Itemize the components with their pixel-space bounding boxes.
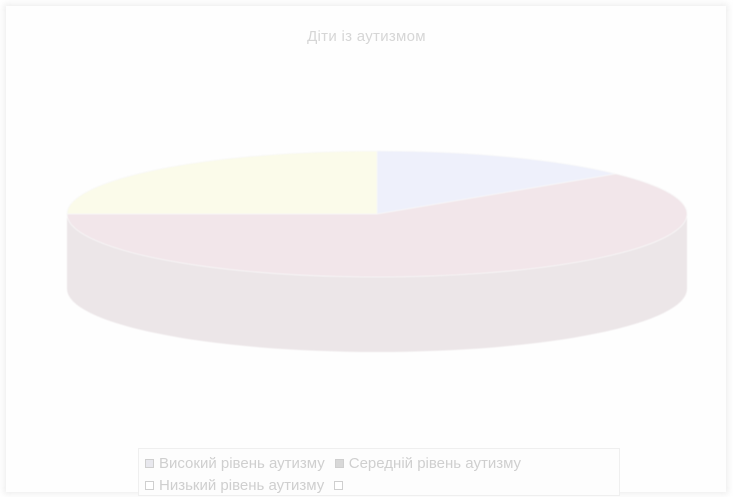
chart-title: Діти із аутизмом: [307, 28, 426, 45]
legend-item-medium: Середній рівень аутизму: [334, 454, 522, 472]
legend-item-empty: [334, 480, 348, 490]
legend-swatch-low: [145, 480, 154, 490]
legend-swatch-high: [145, 458, 154, 468]
legend-swatch-empty: [334, 480, 344, 490]
legend-label-low: Низький рівень аутизму: [159, 476, 325, 494]
chart-legend: Високий рівень аутизму Середній рівень а…: [138, 448, 620, 496]
legend-label-medium: Середній рівень аутизму: [348, 454, 522, 472]
legend-label-high: Високий рівень аутизму: [159, 454, 325, 472]
pie-top: [66, 150, 688, 278]
legend-swatch-medium: [334, 458, 344, 468]
pie-side-wall: [67, 214, 687, 352]
pie-slice-2: [66, 150, 378, 215]
legend-item-high: Високий рівень аутизму: [145, 455, 325, 472]
legend-item-low: Низький рівень аутизму: [145, 477, 324, 494]
pie-side: [67, 214, 687, 352]
pie-slice-0: [376, 150, 616, 215]
pie-slice-1: [66, 173, 688, 278]
